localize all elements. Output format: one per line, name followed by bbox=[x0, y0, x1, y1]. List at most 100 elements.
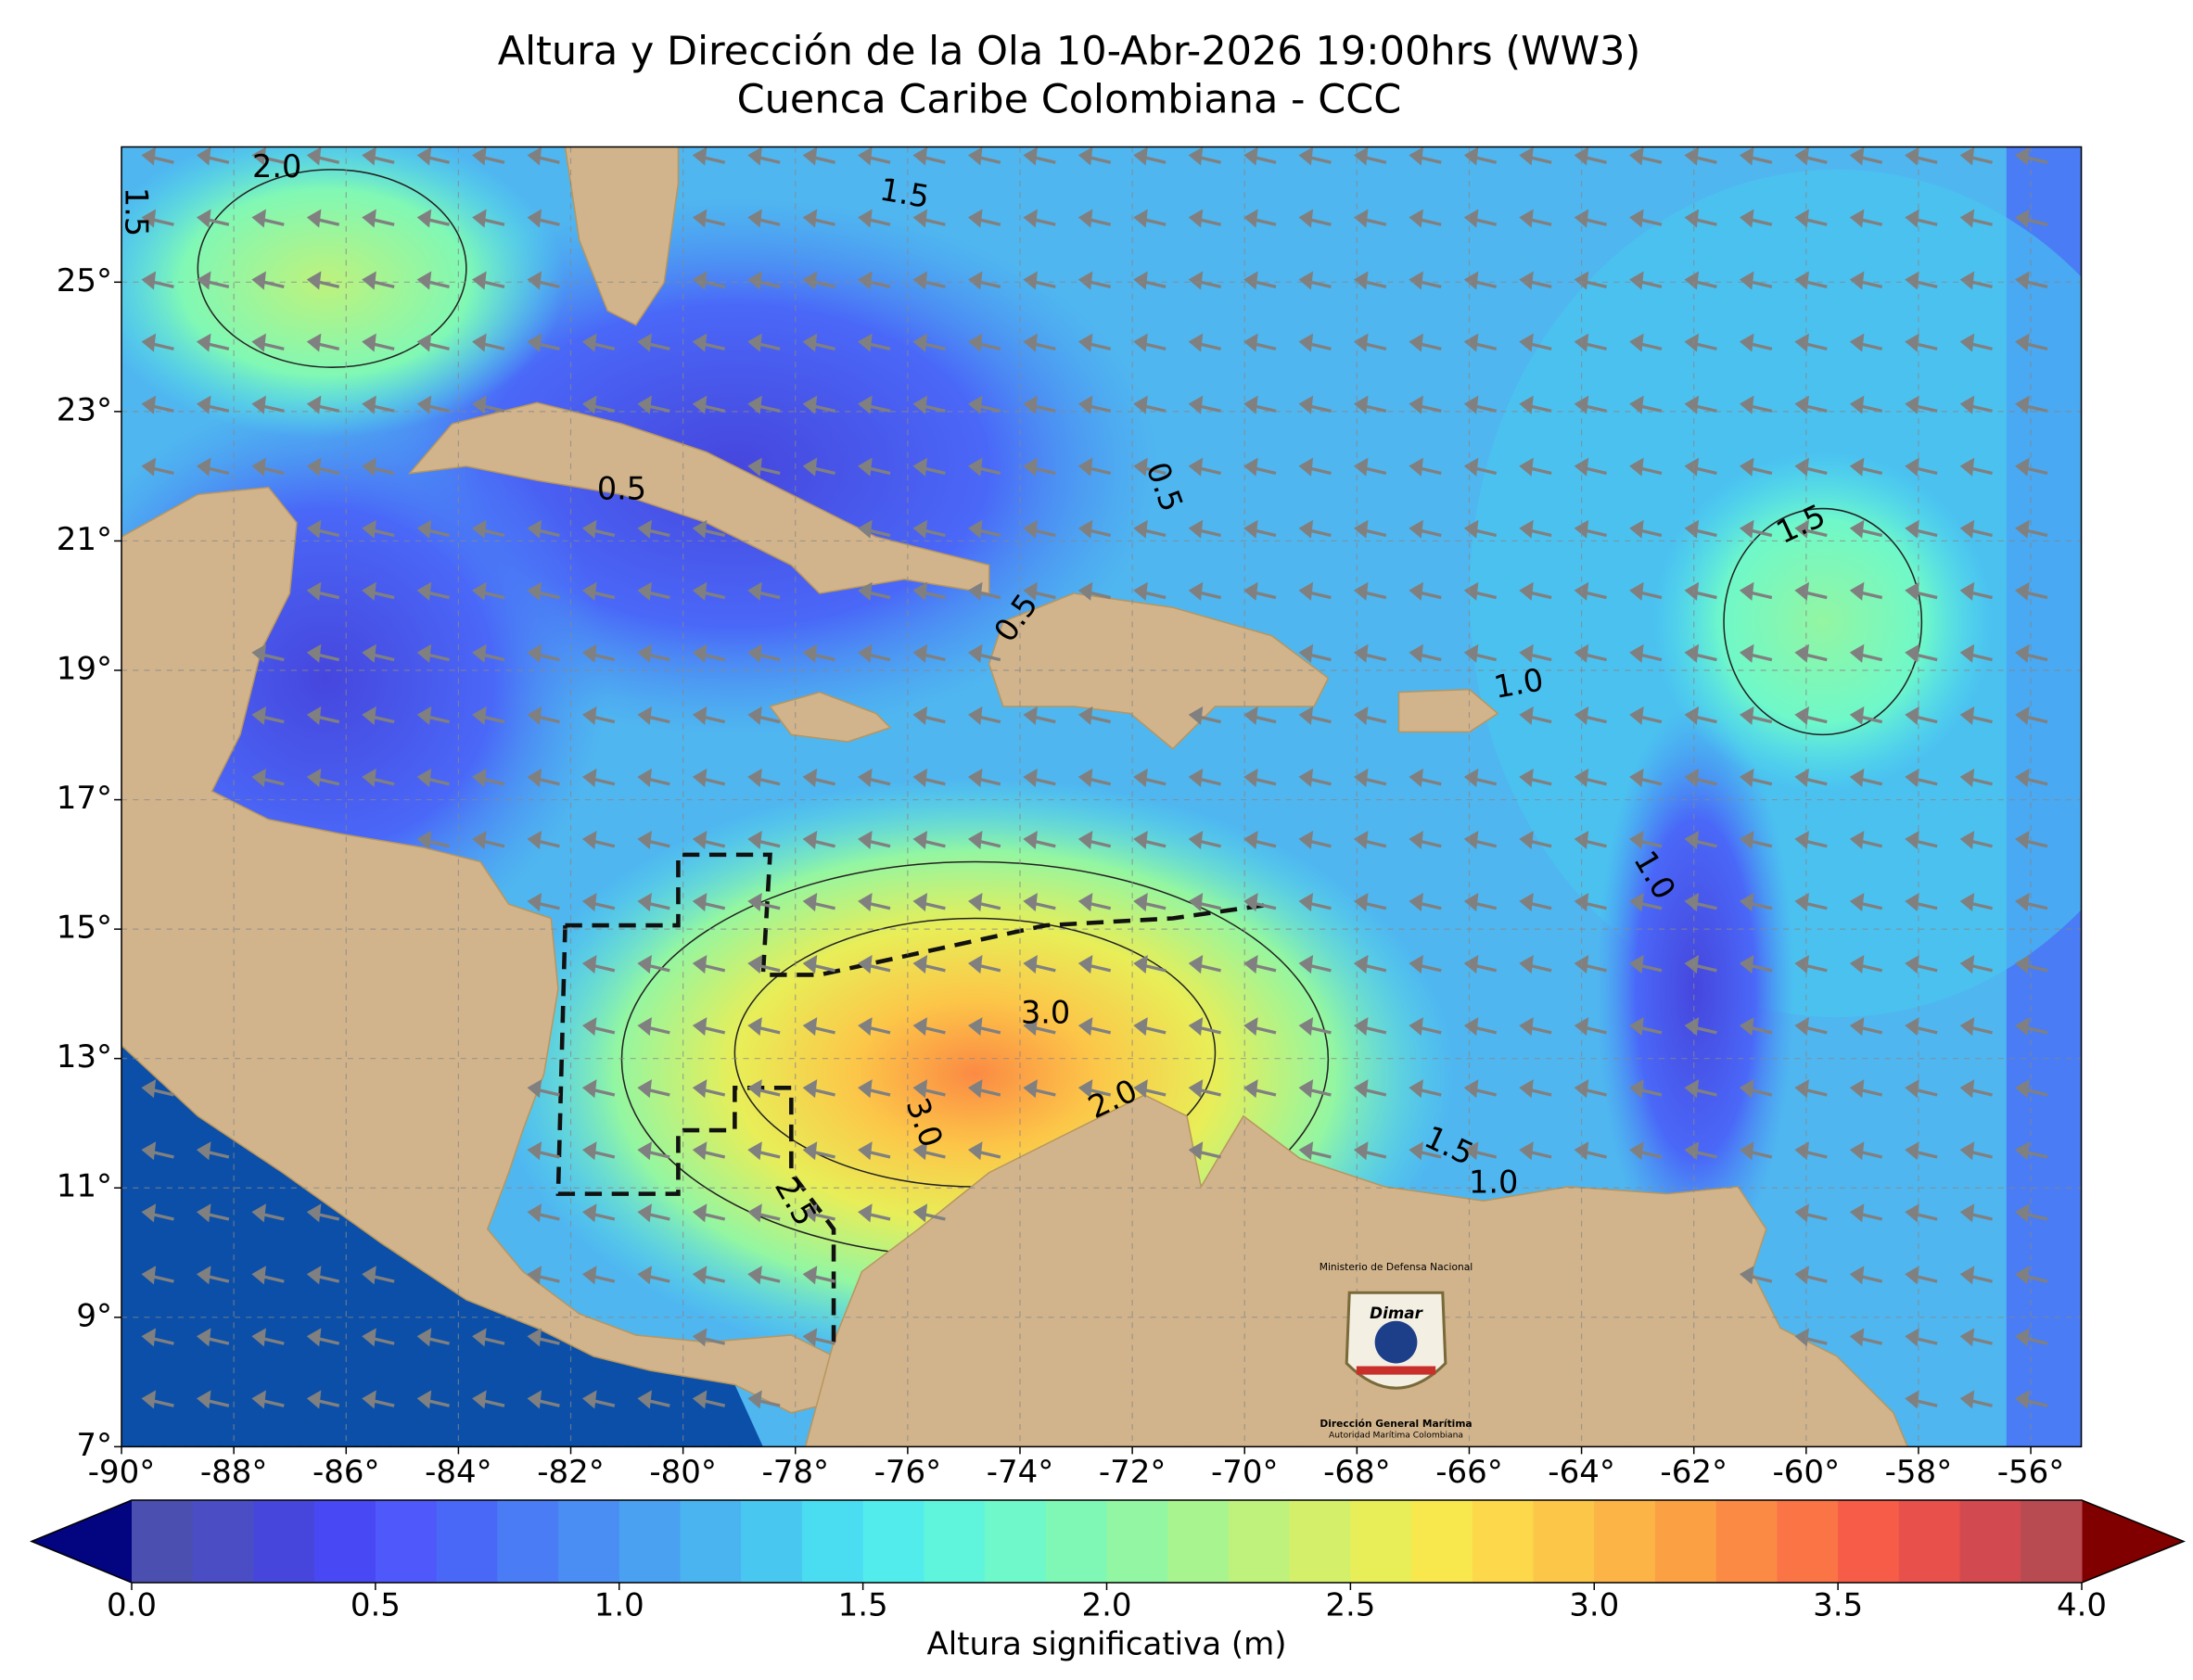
wave-direction-arrow bbox=[306, 768, 340, 787]
wave-direction-arrow bbox=[858, 209, 891, 228]
wave-direction-arrow bbox=[581, 768, 616, 787]
colorbar-tick-label: 3.5 bbox=[1813, 1587, 1863, 1624]
wave-direction-arrow bbox=[1905, 955, 1938, 974]
wave-direction-arrow bbox=[802, 1017, 835, 1037]
wave-direction-arrow bbox=[1298, 1141, 1332, 1161]
wave-direction-arrow bbox=[1023, 457, 1056, 477]
colorbar-swatch bbox=[680, 1500, 742, 1583]
wave-direction-arrow bbox=[858, 768, 891, 787]
wave-direction-arrow bbox=[1353, 457, 1387, 477]
wave-direction-arrow bbox=[912, 209, 946, 228]
wave-direction-arrow bbox=[196, 1328, 230, 1347]
wave-direction-arrow bbox=[1739, 1266, 1773, 1285]
wave-direction-arrow bbox=[251, 1390, 285, 1409]
wave-direction-arrow bbox=[1959, 955, 1993, 974]
wave-direction-arrow bbox=[1463, 955, 1498, 974]
wave-direction-arrow bbox=[2015, 830, 2048, 850]
wave-direction-arrow bbox=[472, 643, 505, 663]
wave-direction-arrow bbox=[637, 643, 670, 663]
wave-direction-arrow bbox=[1849, 271, 1883, 290]
wave-direction-arrow bbox=[1849, 333, 1883, 352]
wave-direction-arrow bbox=[1243, 209, 1277, 228]
logo-stripe bbox=[1356, 1366, 1436, 1375]
wave-direction-arrow bbox=[1519, 519, 1552, 539]
wave-direction-arrow bbox=[1463, 581, 1498, 601]
wave-direction-arrow bbox=[2015, 581, 2048, 601]
wave-direction-arrow bbox=[802, 1266, 835, 1285]
wave-direction-arrow bbox=[1409, 333, 1442, 352]
x-tick-label: -76° bbox=[874, 1454, 942, 1491]
wave-direction-arrow bbox=[747, 333, 781, 352]
wave-direction-arrow bbox=[692, 1390, 726, 1409]
wave-direction-arrow bbox=[912, 768, 946, 787]
wave-direction-arrow bbox=[1794, 146, 1828, 166]
wave-direction-arrow bbox=[1519, 209, 1552, 228]
wave-direction-arrow bbox=[692, 1079, 726, 1099]
colorbar-swatch bbox=[132, 1500, 194, 1583]
wave-direction-arrow bbox=[2015, 457, 2048, 477]
wave-direction-arrow bbox=[1243, 457, 1277, 477]
x-tick-label: -84° bbox=[425, 1454, 492, 1491]
wave-direction-arrow bbox=[2015, 146, 2048, 166]
wave-direction-arrow bbox=[416, 1390, 450, 1409]
wave-direction-arrow bbox=[472, 768, 505, 787]
colorbar-swatch bbox=[1959, 1500, 2021, 1583]
wave-direction-arrow bbox=[581, 1079, 616, 1099]
wave-direction-arrow bbox=[581, 706, 616, 725]
wave-direction-arrow bbox=[362, 1328, 395, 1347]
wave-direction-arrow bbox=[2015, 955, 2048, 974]
wave-direction-arrow bbox=[2015, 1141, 2048, 1161]
wave-direction-arrow bbox=[637, 1203, 670, 1223]
wave-direction-arrow bbox=[581, 892, 616, 912]
wave-direction-arrow bbox=[858, 892, 891, 912]
wave-direction-arrow bbox=[858, 955, 891, 974]
wave-direction-arrow bbox=[1243, 768, 1277, 787]
wave-direction-arrow bbox=[362, 1266, 395, 1285]
title: Altura y Dirección de la Ola 10-Abr-2026… bbox=[498, 29, 1641, 75]
wave-direction-arrow bbox=[1023, 209, 1056, 228]
wave-direction-arrow bbox=[527, 1266, 560, 1285]
wave-direction-arrow bbox=[1959, 706, 1993, 725]
wave-direction-arrow bbox=[1077, 768, 1112, 787]
wave-direction-arrow bbox=[416, 768, 450, 787]
wave-direction-arrow bbox=[967, 395, 1001, 414]
wave-direction-arrow bbox=[1243, 892, 1277, 912]
wave-direction-arrow bbox=[1463, 333, 1498, 352]
x-tick-label: -60° bbox=[1773, 1454, 1841, 1491]
wave-direction-arrow bbox=[141, 333, 174, 352]
wave-direction-arrow bbox=[581, 955, 616, 974]
wave-direction-arrow bbox=[306, 643, 340, 663]
wave-direction-arrow bbox=[802, 1141, 835, 1161]
wave-direction-arrow bbox=[306, 1266, 340, 1285]
wave-direction-arrow bbox=[1684, 1017, 1717, 1037]
wave-direction-arrow bbox=[637, 768, 670, 787]
wave-direction-arrow bbox=[802, 892, 835, 912]
wave-direction-arrow bbox=[1849, 706, 1883, 725]
wave-direction-arrow bbox=[692, 768, 726, 787]
wave-direction-arrow bbox=[527, 892, 560, 912]
wave-direction-arrow bbox=[1243, 333, 1277, 352]
wave-direction-arrow bbox=[1905, 519, 1938, 539]
wave-direction-arrow bbox=[362, 1390, 395, 1409]
wave-direction-arrow bbox=[1133, 955, 1167, 974]
wave-direction-arrow bbox=[1409, 892, 1442, 912]
wave-direction-arrow bbox=[1133, 209, 1167, 228]
wave-direction-arrow bbox=[306, 1203, 340, 1223]
colorbar-swatch bbox=[1715, 1500, 1778, 1583]
y-tick-label: 21° bbox=[57, 521, 112, 558]
wave-direction-arrow bbox=[416, 581, 450, 601]
wave-direction-arrow bbox=[1188, 581, 1221, 601]
wave-direction-arrow bbox=[1077, 581, 1112, 601]
wave-direction-arrow bbox=[527, 830, 560, 850]
wave-direction-arrow bbox=[1298, 581, 1332, 601]
wave-direction-arrow bbox=[747, 146, 781, 166]
wave-direction-arrow bbox=[967, 955, 1001, 974]
wave-direction-arrow bbox=[692, 706, 726, 725]
wave-direction-arrow bbox=[1133, 1079, 1167, 1099]
colorbar-swatch bbox=[1045, 1500, 1107, 1583]
wave-direction-arrow bbox=[141, 457, 174, 477]
wave-direction-arrow bbox=[1077, 209, 1112, 228]
wave-direction-arrow bbox=[747, 892, 781, 912]
contour-line bbox=[1723, 507, 1923, 736]
x-tick-label: -78° bbox=[761, 1454, 829, 1491]
